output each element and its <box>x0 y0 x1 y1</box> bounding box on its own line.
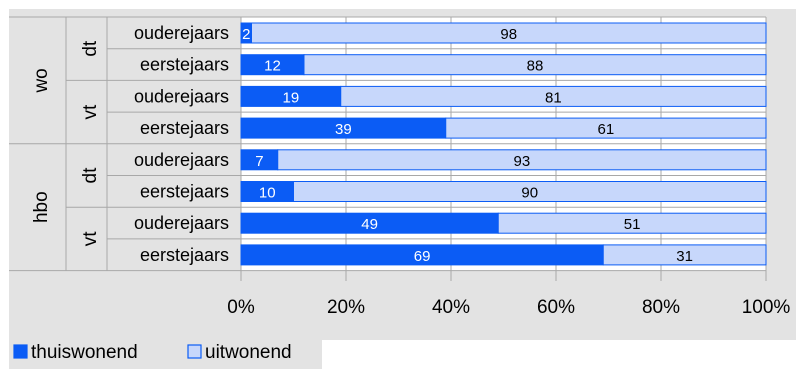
bar-uitwonend <box>445 117 767 139</box>
bar-uitwonend <box>340 85 767 107</box>
category-labels: ouderejaars eerstejaars ouderejaars eerstej… <box>31 23 229 265</box>
data-label: 61 <box>598 121 615 138</box>
data-label: 31 <box>676 248 693 265</box>
bars: 2 98 12 88 19 81 39 61 7 93 10 90 49 51 69 31 <box>240 22 767 266</box>
subgroup-label: dt <box>80 167 101 184</box>
x-tick-label: 0% <box>227 297 255 318</box>
x-tick-label: 40% <box>432 297 470 318</box>
data-label: 2 <box>242 26 250 43</box>
category-label: eerstejaars <box>140 182 229 202</box>
data-label: 51 <box>624 216 641 233</box>
bar-uitwonend <box>277 149 767 171</box>
data-label: 19 <box>283 89 300 106</box>
legend-background <box>9 333 322 369</box>
legend-swatch <box>187 344 202 359</box>
data-label: 81 <box>545 89 562 106</box>
bar-uitwonend <box>602 244 767 266</box>
data-label: 7 <box>255 153 263 170</box>
x-tick-label: 20% <box>327 297 365 318</box>
bar-uitwonend <box>293 181 767 202</box>
x-tick-label: 80% <box>642 297 680 318</box>
grid <box>9 16 767 281</box>
category-label: ouderejaars <box>134 23 229 43</box>
subgroup-label: vt <box>80 231 101 247</box>
category-label: ouderejaars <box>134 150 229 170</box>
bar-uitwonend <box>497 212 767 234</box>
data-label: 69 <box>414 248 431 265</box>
group-label: hbo <box>31 191 52 223</box>
x-tick-label: 60% <box>537 297 575 318</box>
category-label: ouderejaars <box>134 86 229 106</box>
bar-uitwonend <box>251 22 767 44</box>
subgroup-label: dt <box>80 40 101 57</box>
data-label: 12 <box>264 58 281 75</box>
bar-uitwonend <box>303 54 767 76</box>
category-label: eerstejaars <box>140 55 229 75</box>
data-label: 10 <box>259 185 276 202</box>
legend-swatch <box>13 344 28 359</box>
data-label: 49 <box>361 216 378 233</box>
group-label: wo <box>31 68 52 93</box>
legend: thuiswonend uitwonend <box>13 342 292 363</box>
legend-label: uitwonend <box>205 342 292 363</box>
subgroup-label: vt <box>80 104 101 120</box>
data-label: 90 <box>521 185 538 202</box>
x-axis-ticks: 0% 20% 40% 60% 80% 100% <box>227 297 790 318</box>
data-label: 39 <box>335 121 352 138</box>
category-label: eerstejaars <box>140 245 229 265</box>
category-label: ouderejaars <box>134 213 229 233</box>
x-tick-label: 100% <box>742 297 791 318</box>
category-label: eerstejaars <box>140 118 229 138</box>
data-label: 88 <box>527 58 544 75</box>
data-label: 98 <box>500 26 517 43</box>
data-label: 93 <box>514 153 531 170</box>
legend-label: thuiswonend <box>31 342 138 363</box>
